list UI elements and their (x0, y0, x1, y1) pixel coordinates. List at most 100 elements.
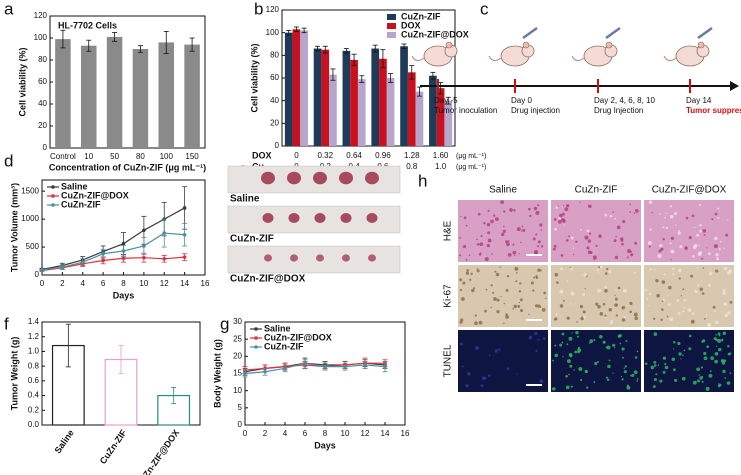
cell (652, 385, 656, 388)
cell (487, 209, 490, 212)
cell (715, 334, 717, 336)
cell (493, 297, 497, 301)
y-tick-label: 5 (238, 403, 243, 412)
cell (539, 269, 542, 272)
legend-label: CuZn-ZIF (264, 341, 304, 351)
cell (669, 317, 674, 322)
cell (596, 268, 600, 272)
cell (558, 213, 563, 218)
cell (522, 228, 526, 232)
cell (727, 271, 731, 275)
cell (494, 349, 498, 353)
cell (572, 253, 575, 256)
column-header: Saline (489, 185, 517, 196)
cell (714, 359, 718, 364)
cell (604, 213, 608, 217)
cell (692, 380, 697, 385)
x-tick-label: 14 (381, 429, 390, 438)
cell (708, 283, 711, 287)
point (182, 232, 187, 237)
x-tick-label: 10 (84, 152, 93, 161)
cell (718, 383, 720, 385)
cell (667, 303, 671, 307)
y-tick-label: 80 (38, 55, 47, 64)
y-tick-label: 1.0 (28, 347, 40, 356)
cell (681, 376, 686, 381)
tumor (342, 254, 350, 262)
cell (688, 236, 692, 240)
y-tick-label: 60 (38, 77, 47, 86)
cell (696, 367, 701, 372)
cell (487, 238, 492, 243)
cell (537, 268, 541, 272)
cell (680, 358, 682, 360)
cell (662, 370, 666, 374)
x-tick-label: 10 (341, 429, 350, 438)
cell (552, 387, 556, 391)
x-tick-label: 0.32 (317, 151, 333, 160)
cell (701, 257, 704, 260)
cell (518, 290, 522, 293)
cell (621, 305, 626, 310)
x-tick-label: 14 (180, 279, 189, 288)
mouse-tail (488, 55, 502, 62)
legend-marker (254, 336, 258, 340)
cell (566, 343, 569, 346)
cell (535, 210, 540, 215)
y-axis-label: Tumor Volume (mm³) (9, 183, 19, 272)
cell (696, 379, 700, 383)
x-tick-label: 0.8 (406, 162, 418, 171)
cell (552, 247, 556, 251)
cell (569, 364, 573, 368)
cell (562, 355, 564, 358)
cell (516, 227, 521, 232)
cell (468, 254, 471, 257)
cell (651, 211, 653, 214)
legend-swatch (387, 14, 396, 20)
cell (713, 244, 718, 249)
cell (696, 233, 700, 237)
cell (513, 304, 517, 309)
cell (717, 332, 721, 336)
legend-label: CuZn-ZIF@DOX (401, 29, 469, 39)
cell (540, 229, 543, 231)
bar (321, 49, 330, 146)
point (243, 371, 247, 376)
cell (583, 273, 587, 277)
point (40, 268, 44, 272)
legend-marker (51, 194, 55, 198)
cell (623, 316, 627, 319)
cell (674, 212, 678, 216)
cell (459, 278, 463, 282)
cell (496, 310, 500, 314)
x-tick-label: 8 (121, 279, 126, 288)
row-label: Ki-67 (443, 284, 454, 308)
cell (690, 274, 694, 278)
cell (535, 349, 538, 353)
cell (516, 373, 518, 375)
cell (672, 348, 675, 350)
cell (554, 353, 559, 358)
cell (484, 309, 487, 313)
cell (655, 373, 658, 376)
bar (444, 100, 453, 146)
cell (490, 219, 494, 224)
cell (603, 341, 606, 344)
cell (490, 284, 493, 287)
cell (566, 204, 570, 208)
point (363, 363, 367, 367)
cell (646, 298, 649, 301)
cell (666, 294, 669, 297)
cell (683, 307, 686, 309)
cell (685, 216, 689, 220)
cell (669, 242, 672, 245)
photo-label: CuZn-ZIF@DOX (230, 274, 306, 285)
series-line (41, 256, 185, 272)
cell (648, 245, 651, 248)
cell (483, 221, 486, 225)
cell (621, 378, 624, 381)
row-label: H&E (443, 220, 454, 241)
cell (690, 319, 695, 324)
cell (559, 289, 564, 294)
cell (634, 208, 639, 213)
